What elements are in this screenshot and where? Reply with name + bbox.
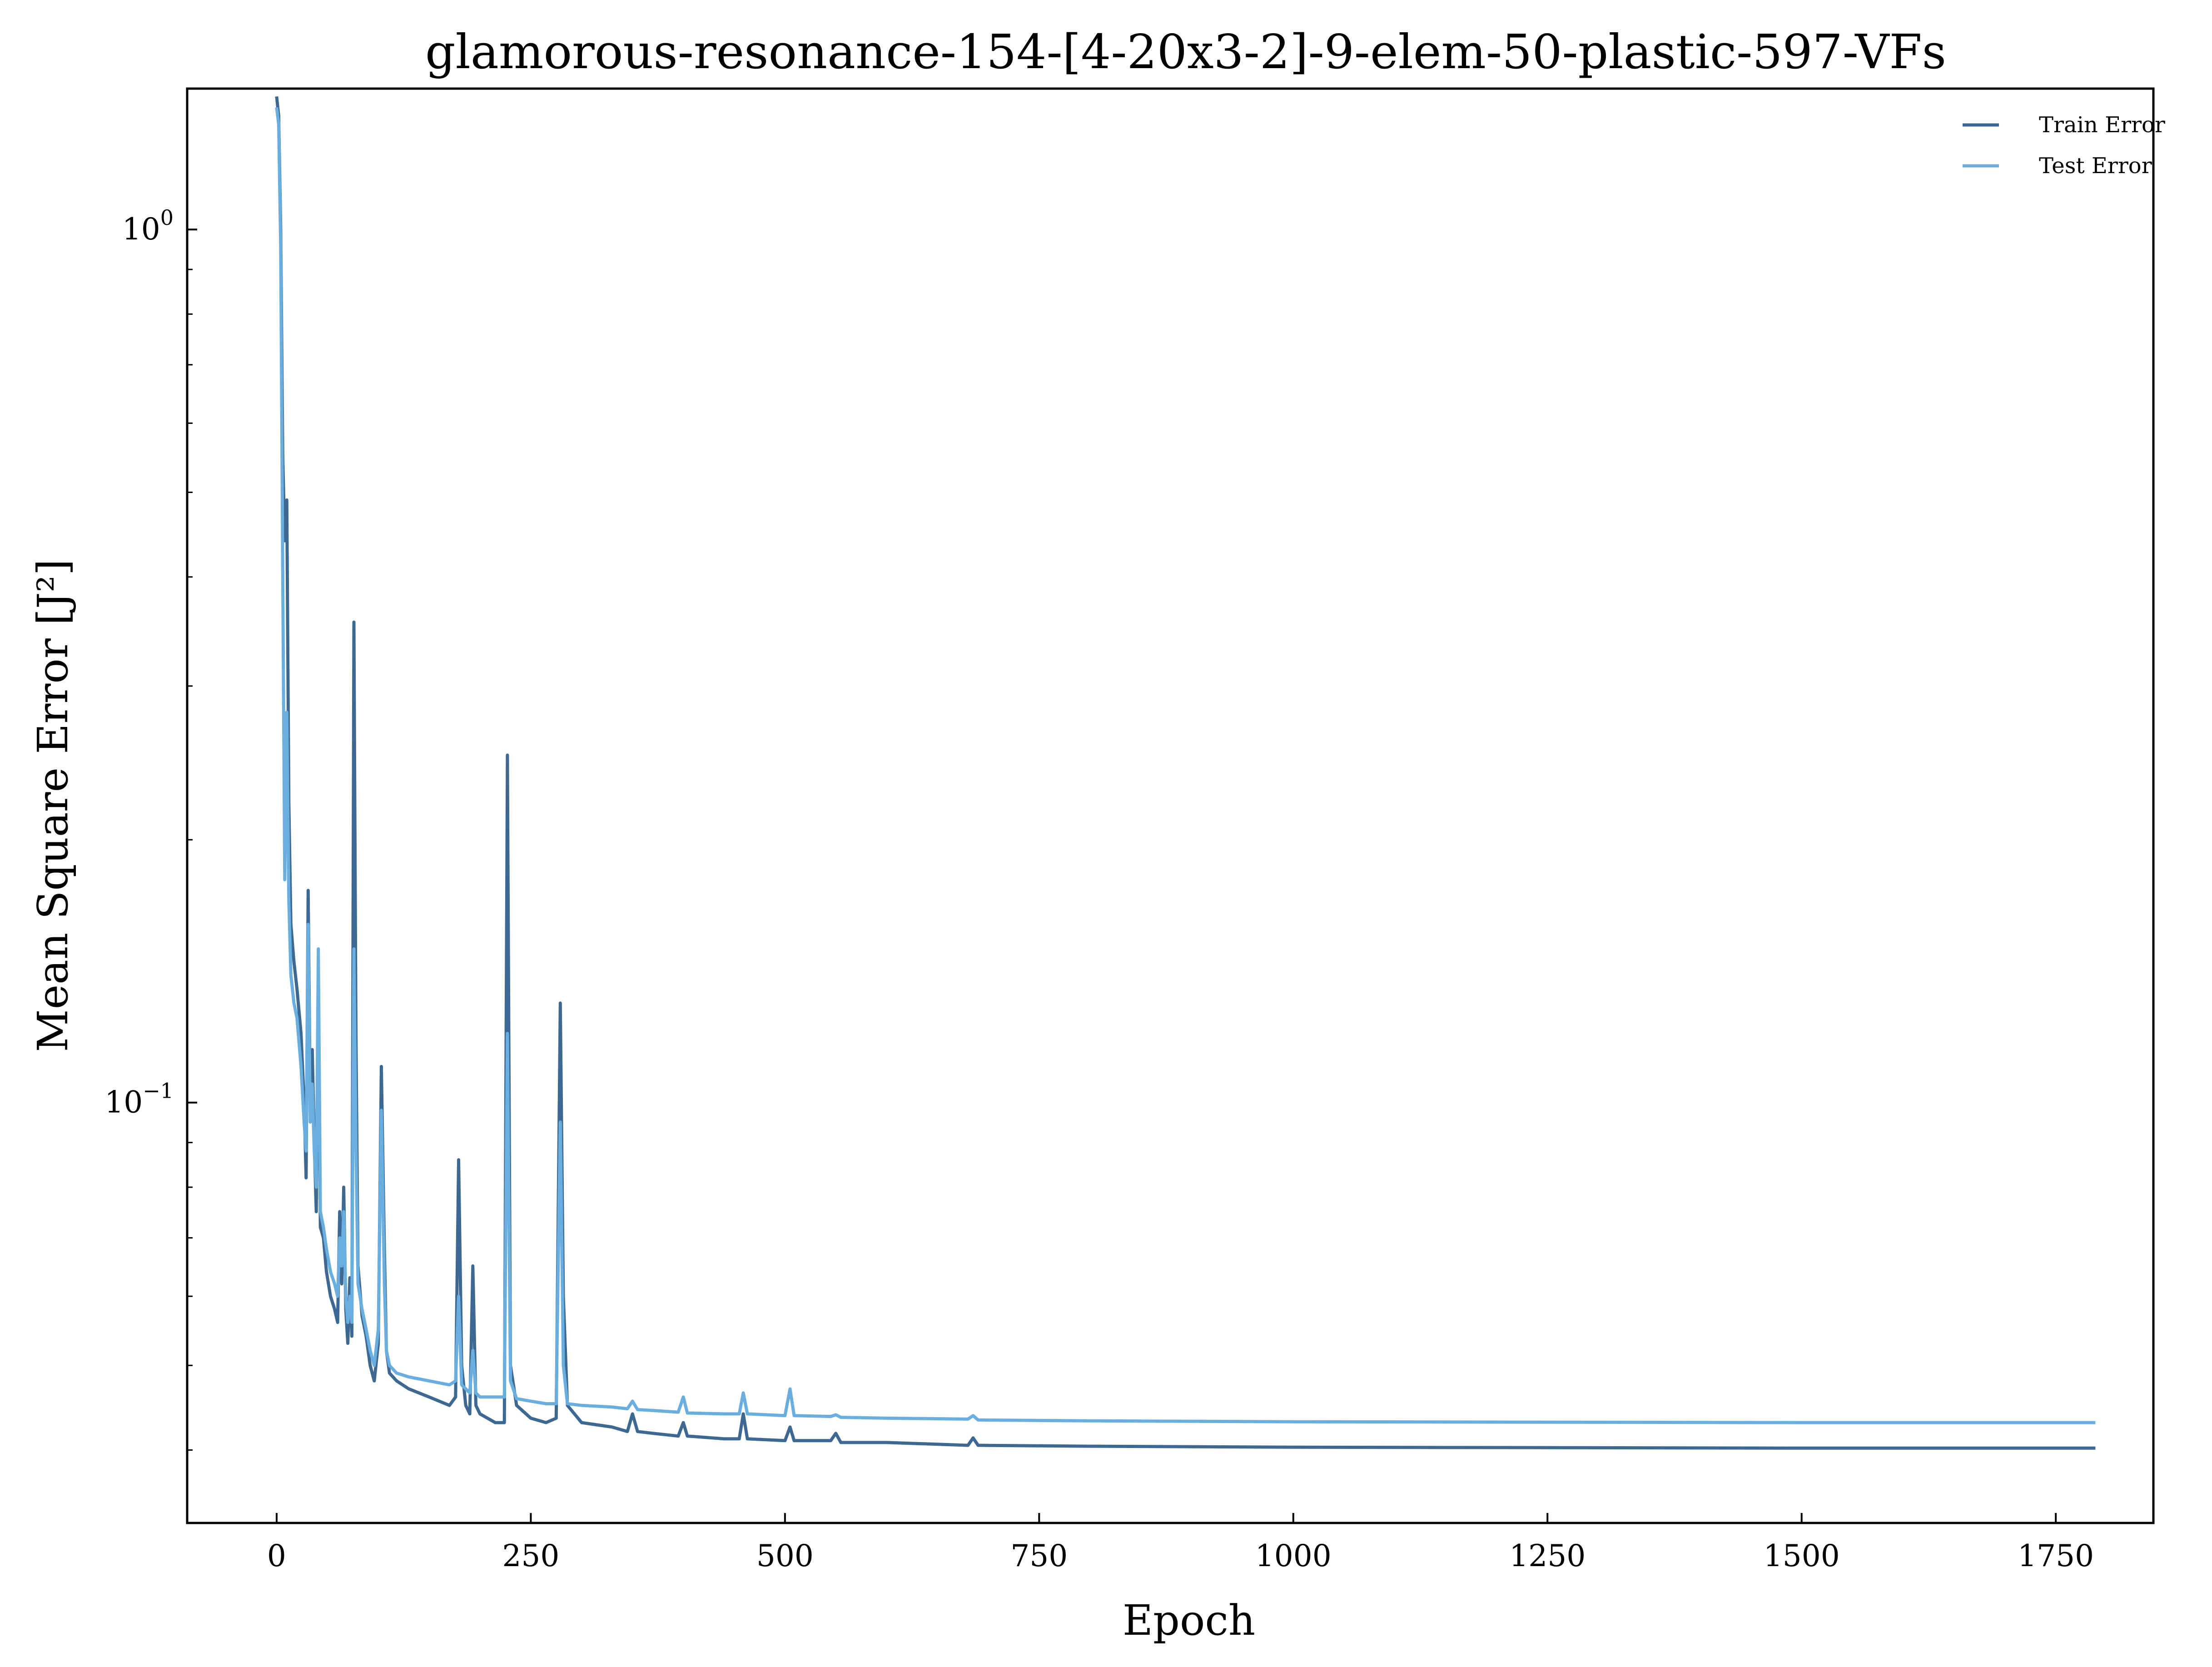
y-axis-label: Mean Square Error [J²] (29, 559, 77, 1052)
chart-title: glamorous-resonance-154-[4-20x3-2]-9-ele… (425, 24, 1946, 80)
axis-ticks: 0 250 500 750 1000 1250 1500 1750 100 10−1 (104, 205, 2094, 1573)
y-tick-label: 10−1 (104, 1079, 174, 1120)
legend-label-test: Test Error (2039, 153, 2152, 179)
x-tick-label: 1000 (1255, 1538, 1332, 1573)
test-error-line (275, 107, 2096, 1424)
x-tick-label: 1500 (1764, 1538, 1840, 1573)
plot-frame (186, 87, 2155, 1524)
legend: Train Error Test Error (1963, 112, 2165, 179)
legend-label-train: Train Error (2039, 112, 2165, 138)
x-tick-label: 250 (502, 1538, 559, 1573)
series-lines (275, 96, 2096, 1450)
y-tick-label: 100 (122, 205, 174, 247)
x-tick-label: 0 (267, 1538, 286, 1573)
x-axis-label: Epoch (1123, 1596, 1255, 1645)
x-tick-label: 750 (1010, 1538, 1068, 1573)
x-tick-label: 1750 (2018, 1538, 2094, 1573)
x-tick-label: 500 (756, 1538, 814, 1573)
x-tick-label: 1250 (1509, 1538, 1586, 1573)
